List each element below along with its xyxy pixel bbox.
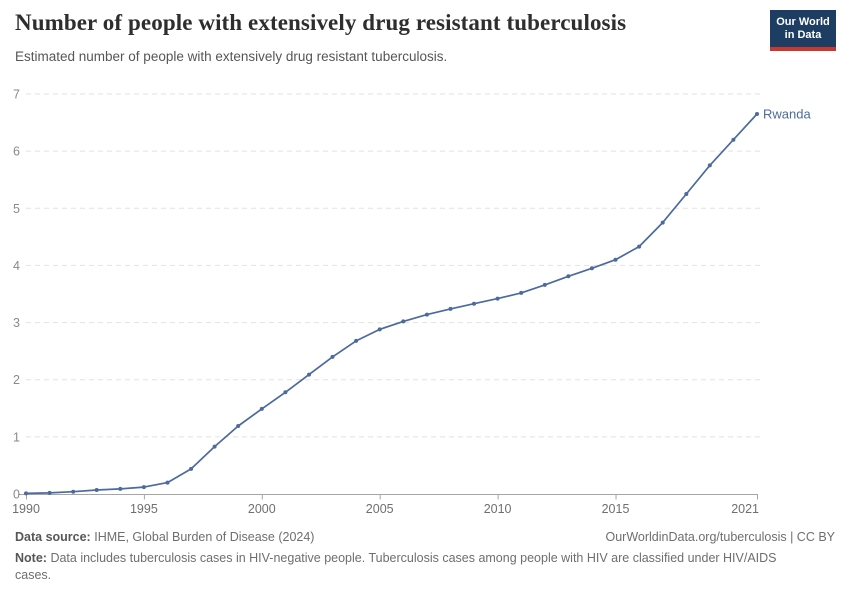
data-point-2021 — [755, 112, 759, 116]
data-point-2017 — [660, 220, 665, 225]
series-line-rwanda[interactable] — [25, 113, 758, 495]
y-axis-label-0: 0 — [13, 488, 20, 502]
x-axis-label-2015: 2015 — [602, 502, 630, 516]
x-axis-label-2010: 2010 — [484, 502, 512, 516]
y-axis-label-4: 4 — [13, 259, 20, 273]
data-point-2003 — [330, 354, 335, 359]
data-point-1993 — [94, 488, 99, 492]
chart-subtitle: Estimated number of people with extensiv… — [15, 49, 448, 64]
data-point-2012 — [542, 282, 547, 287]
owid-logo[interactable]: Our World in Data — [770, 10, 836, 52]
data-point-2018 — [684, 192, 689, 196]
source-row: Data source: IHME, Global Burden of Dise… — [15, 530, 835, 544]
data-point-2020 — [731, 137, 736, 142]
data-point-2014 — [589, 266, 594, 271]
x-axis-label-1995: 1995 — [130, 502, 158, 516]
data-point-2002 — [307, 372, 311, 377]
line-chart: 0 1 2 3 4 5 6 7 1990 1995 2000 2005 2010 2015 2021 Rwan… — [0, 80, 850, 525]
owid-logo-line1: Our World — [776, 16, 830, 28]
x-axis-label-2005: 2005 — [366, 502, 394, 516]
y-axis-label-5: 5 — [13, 202, 20, 216]
data-point-2004 — [354, 338, 359, 343]
data-point-1992 — [71, 489, 76, 494]
data-point-2001 — [283, 390, 288, 395]
data-point-1994 — [118, 486, 123, 491]
data-point-2008 — [448, 306, 453, 311]
data-point-2010 — [495, 296, 500, 301]
data-point-1995 — [141, 485, 146, 490]
data-point-1998 — [212, 444, 217, 449]
data-point-2013 — [566, 274, 571, 279]
data-point-1990 — [24, 491, 28, 496]
data-point-2007 — [424, 312, 429, 317]
note-value: Data includes tuberculosis cases in HIV-… — [15, 551, 777, 582]
y-axis-label-2: 2 — [13, 373, 20, 387]
data-source: Data source: IHME, Global Burden of Dise… — [15, 530, 314, 544]
x-axis-label-2021: 2021 — [731, 502, 759, 516]
data-point-2009 — [472, 301, 476, 306]
y-axis-label-6: 6 — [13, 145, 20, 159]
data-point-2006 — [401, 319, 406, 324]
page-title: Number of people with extensively drug r… — [15, 10, 627, 35]
citation-link[interactable]: OurWorldinData.org/tuberculosis | CC BY — [605, 530, 836, 544]
note-label: Note: — [15, 551, 47, 565]
data-point-2011 — [519, 290, 524, 295]
data-point-1997 — [189, 466, 194, 471]
data-point-2019 — [707, 163, 712, 168]
data-point-2005 — [377, 327, 382, 332]
data-source-label: Data source: — [15, 530, 91, 544]
chart-note: Note: Data includes tuberculosis cases i… — [15, 550, 815, 584]
x-axis-label-2000: 2000 — [248, 502, 276, 516]
owid-logo-line2: in Data — [784, 29, 822, 42]
y-axis-label-7: 7 — [13, 88, 20, 102]
data-point-2016 — [637, 244, 642, 249]
x-axis-label-1990: 1990 — [12, 502, 40, 516]
data-point-1999 — [236, 424, 241, 428]
y-axis-label-1: 1 — [13, 430, 20, 444]
data-source-value: IHME, Global Burden of Disease (2024) — [94, 530, 315, 544]
data-point-1991 — [47, 490, 52, 495]
chart-canvas: 0 1 2 3 4 5 6 7 1990 1995 2000 2005 2010 2015 2021 Rwan… — [12, 88, 811, 517]
series-label-rwanda[interactable]: Rwanda — [763, 107, 811, 122]
chart-footer: Data source: IHME, Global Burden of Dise… — [15, 530, 835, 584]
data-point-2000 — [259, 406, 264, 411]
data-point-1996 — [165, 480, 170, 485]
y-axis-label-3: 3 — [13, 316, 20, 330]
data-point-2015 — [613, 257, 618, 262]
